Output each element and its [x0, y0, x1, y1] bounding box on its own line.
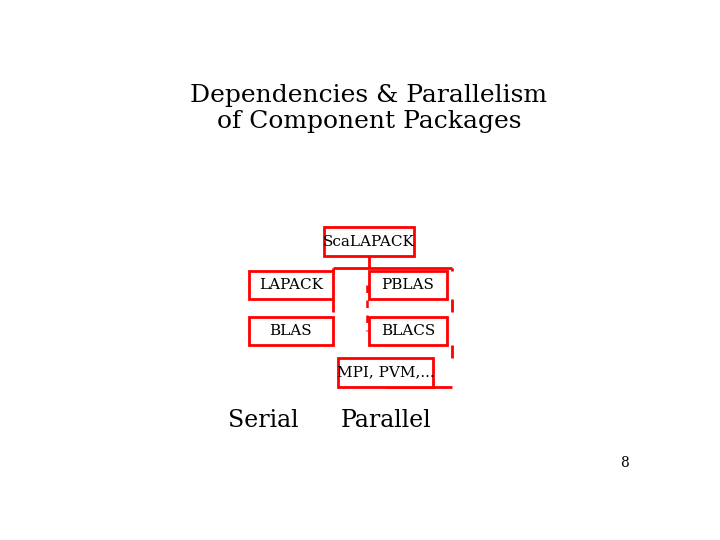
- Text: 8: 8: [620, 456, 629, 470]
- Text: PBLAS: PBLAS: [382, 278, 434, 292]
- Text: MPI, PVM,...: MPI, PVM,...: [337, 366, 435, 380]
- FancyBboxPatch shape: [249, 271, 333, 299]
- Text: LAPACK: LAPACK: [259, 278, 323, 292]
- FancyBboxPatch shape: [338, 359, 433, 387]
- Text: ScaLAPACK: ScaLAPACK: [323, 234, 415, 248]
- FancyBboxPatch shape: [369, 271, 447, 299]
- Text: Dependencies & Parallelism
of Component Packages: Dependencies & Parallelism of Component …: [191, 84, 547, 133]
- FancyBboxPatch shape: [369, 317, 447, 345]
- Text: BLACS: BLACS: [381, 324, 435, 338]
- Text: Serial: Serial: [228, 409, 298, 432]
- FancyBboxPatch shape: [324, 227, 413, 255]
- Text: Parallel: Parallel: [341, 409, 431, 432]
- Text: BLAS: BLAS: [269, 324, 312, 338]
- FancyBboxPatch shape: [249, 317, 333, 345]
